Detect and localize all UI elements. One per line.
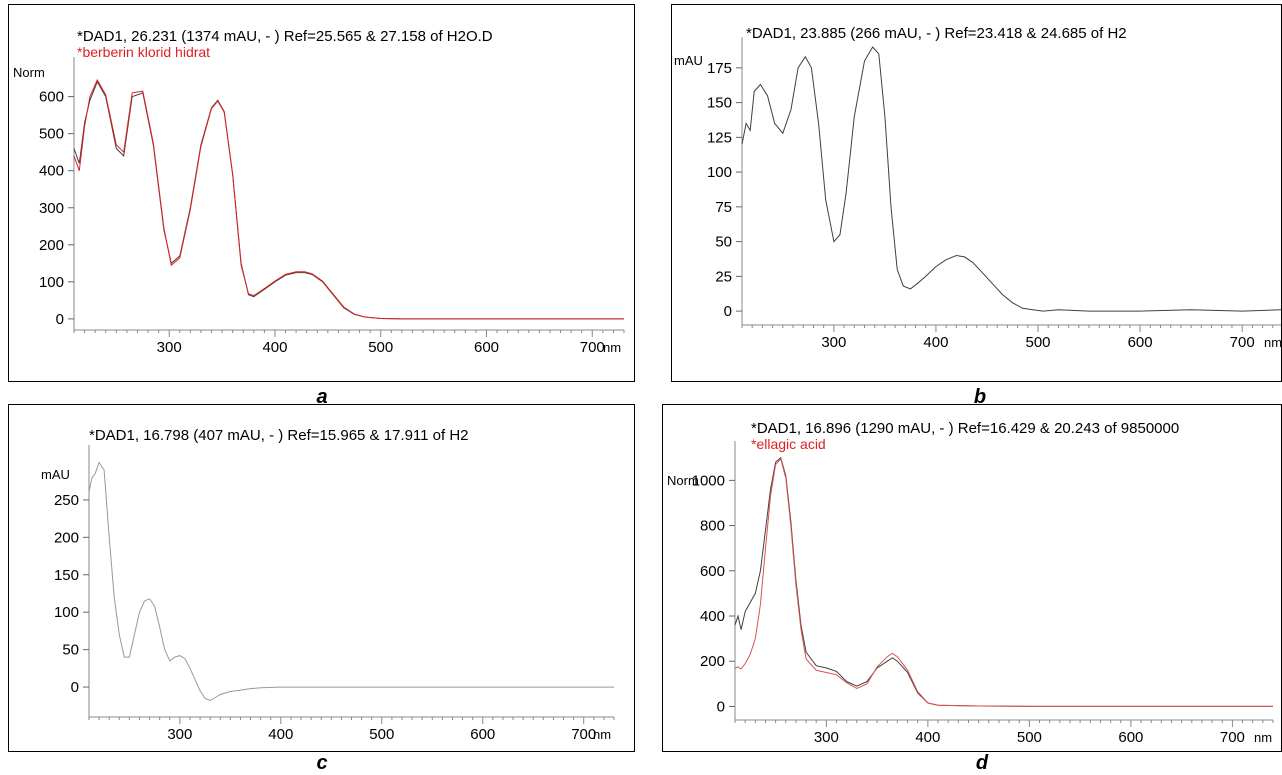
- y-tick-label: 200: [700, 653, 725, 670]
- chart-svg-b: *DAD1, 23.885 (266 mAU, - ) Ref=23.418 &…: [674, 25, 1282, 351]
- y-tick-label: 250: [54, 492, 79, 509]
- chart-subtitle: *berberin klorid hidrat: [77, 44, 210, 60]
- panel-caption-c: c: [316, 752, 328, 774]
- y-tick-label: 300: [39, 200, 64, 217]
- x-tick-label: 600: [470, 726, 495, 743]
- y-tick-label: 125: [707, 129, 732, 146]
- y-tick-label: 150: [707, 95, 732, 112]
- x-tick-label: 700: [571, 726, 596, 743]
- y-axis-label: mAU: [41, 467, 70, 482]
- x-tick-label: 400: [915, 729, 940, 746]
- x-tick-label: 500: [369, 726, 394, 743]
- chart-title: *DAD1, 23.885 (266 mAU, - ) Ref=23.418 &…: [746, 25, 1127, 42]
- series-line-1: [88, 461, 614, 702]
- chart-panel-b: *DAD1, 23.885 (266 mAU, - ) Ref=23.418 &…: [671, 4, 1282, 382]
- chart-title: *DAD1, 26.231 (1374 mAU, - ) Ref=25.565 …: [77, 28, 493, 45]
- y-tick-label: 0: [717, 698, 725, 715]
- x-tick-label: 300: [157, 339, 182, 356]
- y-tick-label: 200: [39, 237, 64, 254]
- x-axis-label: nm: [603, 340, 621, 355]
- y-tick-label: 1000: [692, 472, 725, 489]
- y-tick-label: 400: [39, 163, 64, 180]
- chart-svg-c: *DAD1, 16.798 (407 mAU, - ) Ref=15.965 &…: [41, 427, 615, 743]
- x-tick-label: 600: [1128, 334, 1153, 351]
- x-axis-label: nm: [593, 727, 611, 742]
- panel-caption-d: d: [975, 752, 989, 774]
- y-tick-label: 150: [54, 567, 79, 584]
- x-tick-label: 600: [1118, 729, 1143, 746]
- y-tick-label: 50: [62, 642, 79, 659]
- x-tick-label: 400: [262, 339, 287, 356]
- y-tick-label: 100: [707, 164, 732, 181]
- y-tick-label: 175: [707, 60, 732, 77]
- y-axis-label: Norm: [13, 65, 45, 80]
- y-tick-label: 600: [39, 89, 64, 106]
- series-line-2: [73, 78, 624, 320]
- y-tick-label: 0: [724, 303, 732, 320]
- chart-panel-a: *DAD1, 26.231 (1374 mAU, - ) Ref=25.565 …: [8, 4, 635, 382]
- panel-caption-b: b: [973, 386, 987, 408]
- chart-svg-d: *DAD1, 16.896 (1290 mAU, - ) Ref=16.429 …: [667, 420, 1274, 746]
- x-tick-label: 600: [474, 339, 499, 356]
- y-tick-label: 50: [715, 234, 732, 251]
- y-tick-label: 500: [39, 126, 64, 143]
- x-tick-label: 300: [167, 726, 192, 743]
- y-tick-label: 75: [715, 199, 732, 216]
- x-tick-label: 400: [268, 726, 293, 743]
- x-tick-label: 400: [923, 334, 948, 351]
- x-tick-label: 500: [368, 339, 393, 356]
- chart-panel-c: *DAD1, 16.798 (407 mAU, - ) Ref=15.965 &…: [8, 404, 635, 752]
- x-tick-label: 500: [1017, 729, 1042, 746]
- y-tick-label: 25: [715, 268, 732, 285]
- x-tick-label: 700: [1230, 334, 1255, 351]
- x-axis-label: nm: [1254, 730, 1272, 745]
- series-line-1: [741, 46, 1281, 312]
- y-tick-label: 100: [54, 604, 79, 621]
- y-axis-label: mAU: [674, 53, 703, 68]
- y-tick-label: 0: [56, 311, 64, 328]
- x-tick-label: 500: [1026, 334, 1051, 351]
- y-tick-label: 800: [700, 518, 725, 535]
- chart-title: *DAD1, 16.896 (1290 mAU, - ) Ref=16.429 …: [751, 420, 1179, 437]
- x-tick-label: 300: [814, 729, 839, 746]
- x-tick-label: 700: [1220, 729, 1245, 746]
- chart-subtitle: *ellagic acid: [751, 436, 826, 452]
- y-tick-label: 200: [54, 529, 79, 546]
- chart-panel-d: *DAD1, 16.896 (1290 mAU, - ) Ref=16.429 …: [662, 404, 1282, 752]
- chart-svg-a: *DAD1, 26.231 (1374 mAU, - ) Ref=25.565 …: [13, 28, 625, 356]
- series-line-2: [734, 457, 1273, 707]
- y-tick-label: 400: [700, 608, 725, 625]
- y-axis-label: Norm: [667, 473, 699, 488]
- chart-title: *DAD1, 16.798 (407 mAU, - ) Ref=15.965 &…: [89, 427, 469, 444]
- x-axis-label: nm: [1264, 335, 1282, 350]
- series-line-1: [73, 80, 624, 320]
- y-tick-label: 600: [700, 563, 725, 580]
- x-tick-label: 300: [821, 334, 846, 351]
- x-tick-label: 700: [580, 339, 605, 356]
- panel-caption-a: a: [316, 386, 328, 408]
- y-tick-label: 100: [39, 274, 64, 291]
- y-tick-label: 0: [71, 679, 79, 696]
